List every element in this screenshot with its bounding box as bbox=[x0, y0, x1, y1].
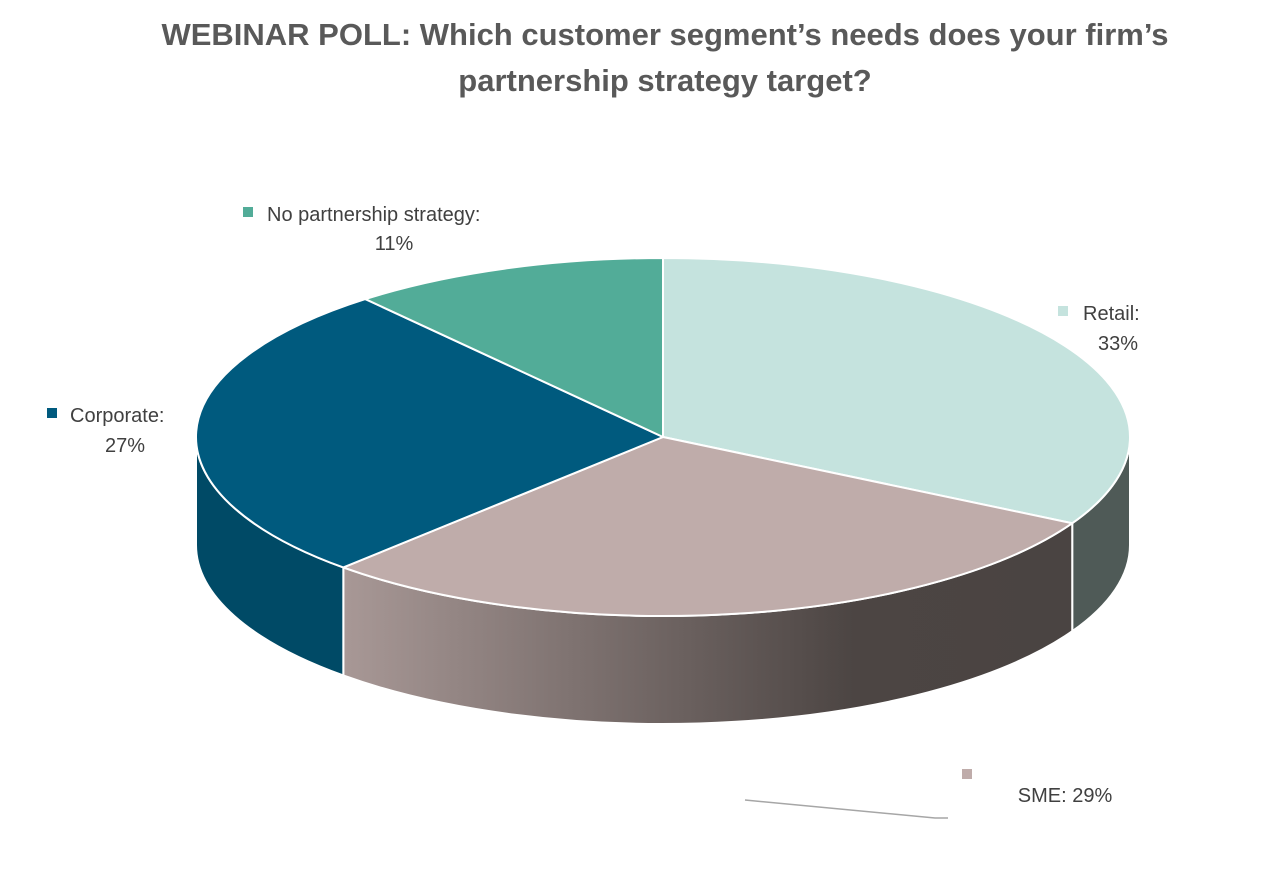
data-label-no-partnership-strategy: No partnership strategy: 11% bbox=[267, 204, 480, 255]
chart-title-line-1: WEBINAR POLL: Which customer segment’s n… bbox=[161, 17, 1169, 52]
label-marker-retail bbox=[1058, 306, 1068, 316]
pie-slices bbox=[195, 257, 1132, 617]
label-marker-no-partnership-strategy bbox=[243, 207, 253, 217]
pie-slice-retail bbox=[662, 257, 1132, 525]
pie-slice-sme bbox=[342, 436, 1074, 617]
pie-slice-corporate bbox=[195, 298, 664, 569]
data-label-retail: Retail: 33% bbox=[1083, 303, 1140, 355]
chart-title: WEBINAR POLL: Which customer segment’s n… bbox=[0, 12, 1271, 104]
data-label-corporate: Corporate: 27% bbox=[70, 405, 165, 457]
label-marker-corporate bbox=[47, 408, 57, 418]
chart-title-line-2: partnership strategy target? bbox=[458, 63, 872, 98]
leader-line bbox=[744, 799, 948, 819]
pie-slice-no-partnership-strategy bbox=[364, 257, 664, 438]
label-marker-sme bbox=[962, 769, 972, 779]
pie-labels: Retail: 33% SME: 29% Corporate: 27% No partne… bbox=[47, 204, 1140, 819]
data-label-sme: SME: 29% bbox=[1018, 785, 1113, 807]
